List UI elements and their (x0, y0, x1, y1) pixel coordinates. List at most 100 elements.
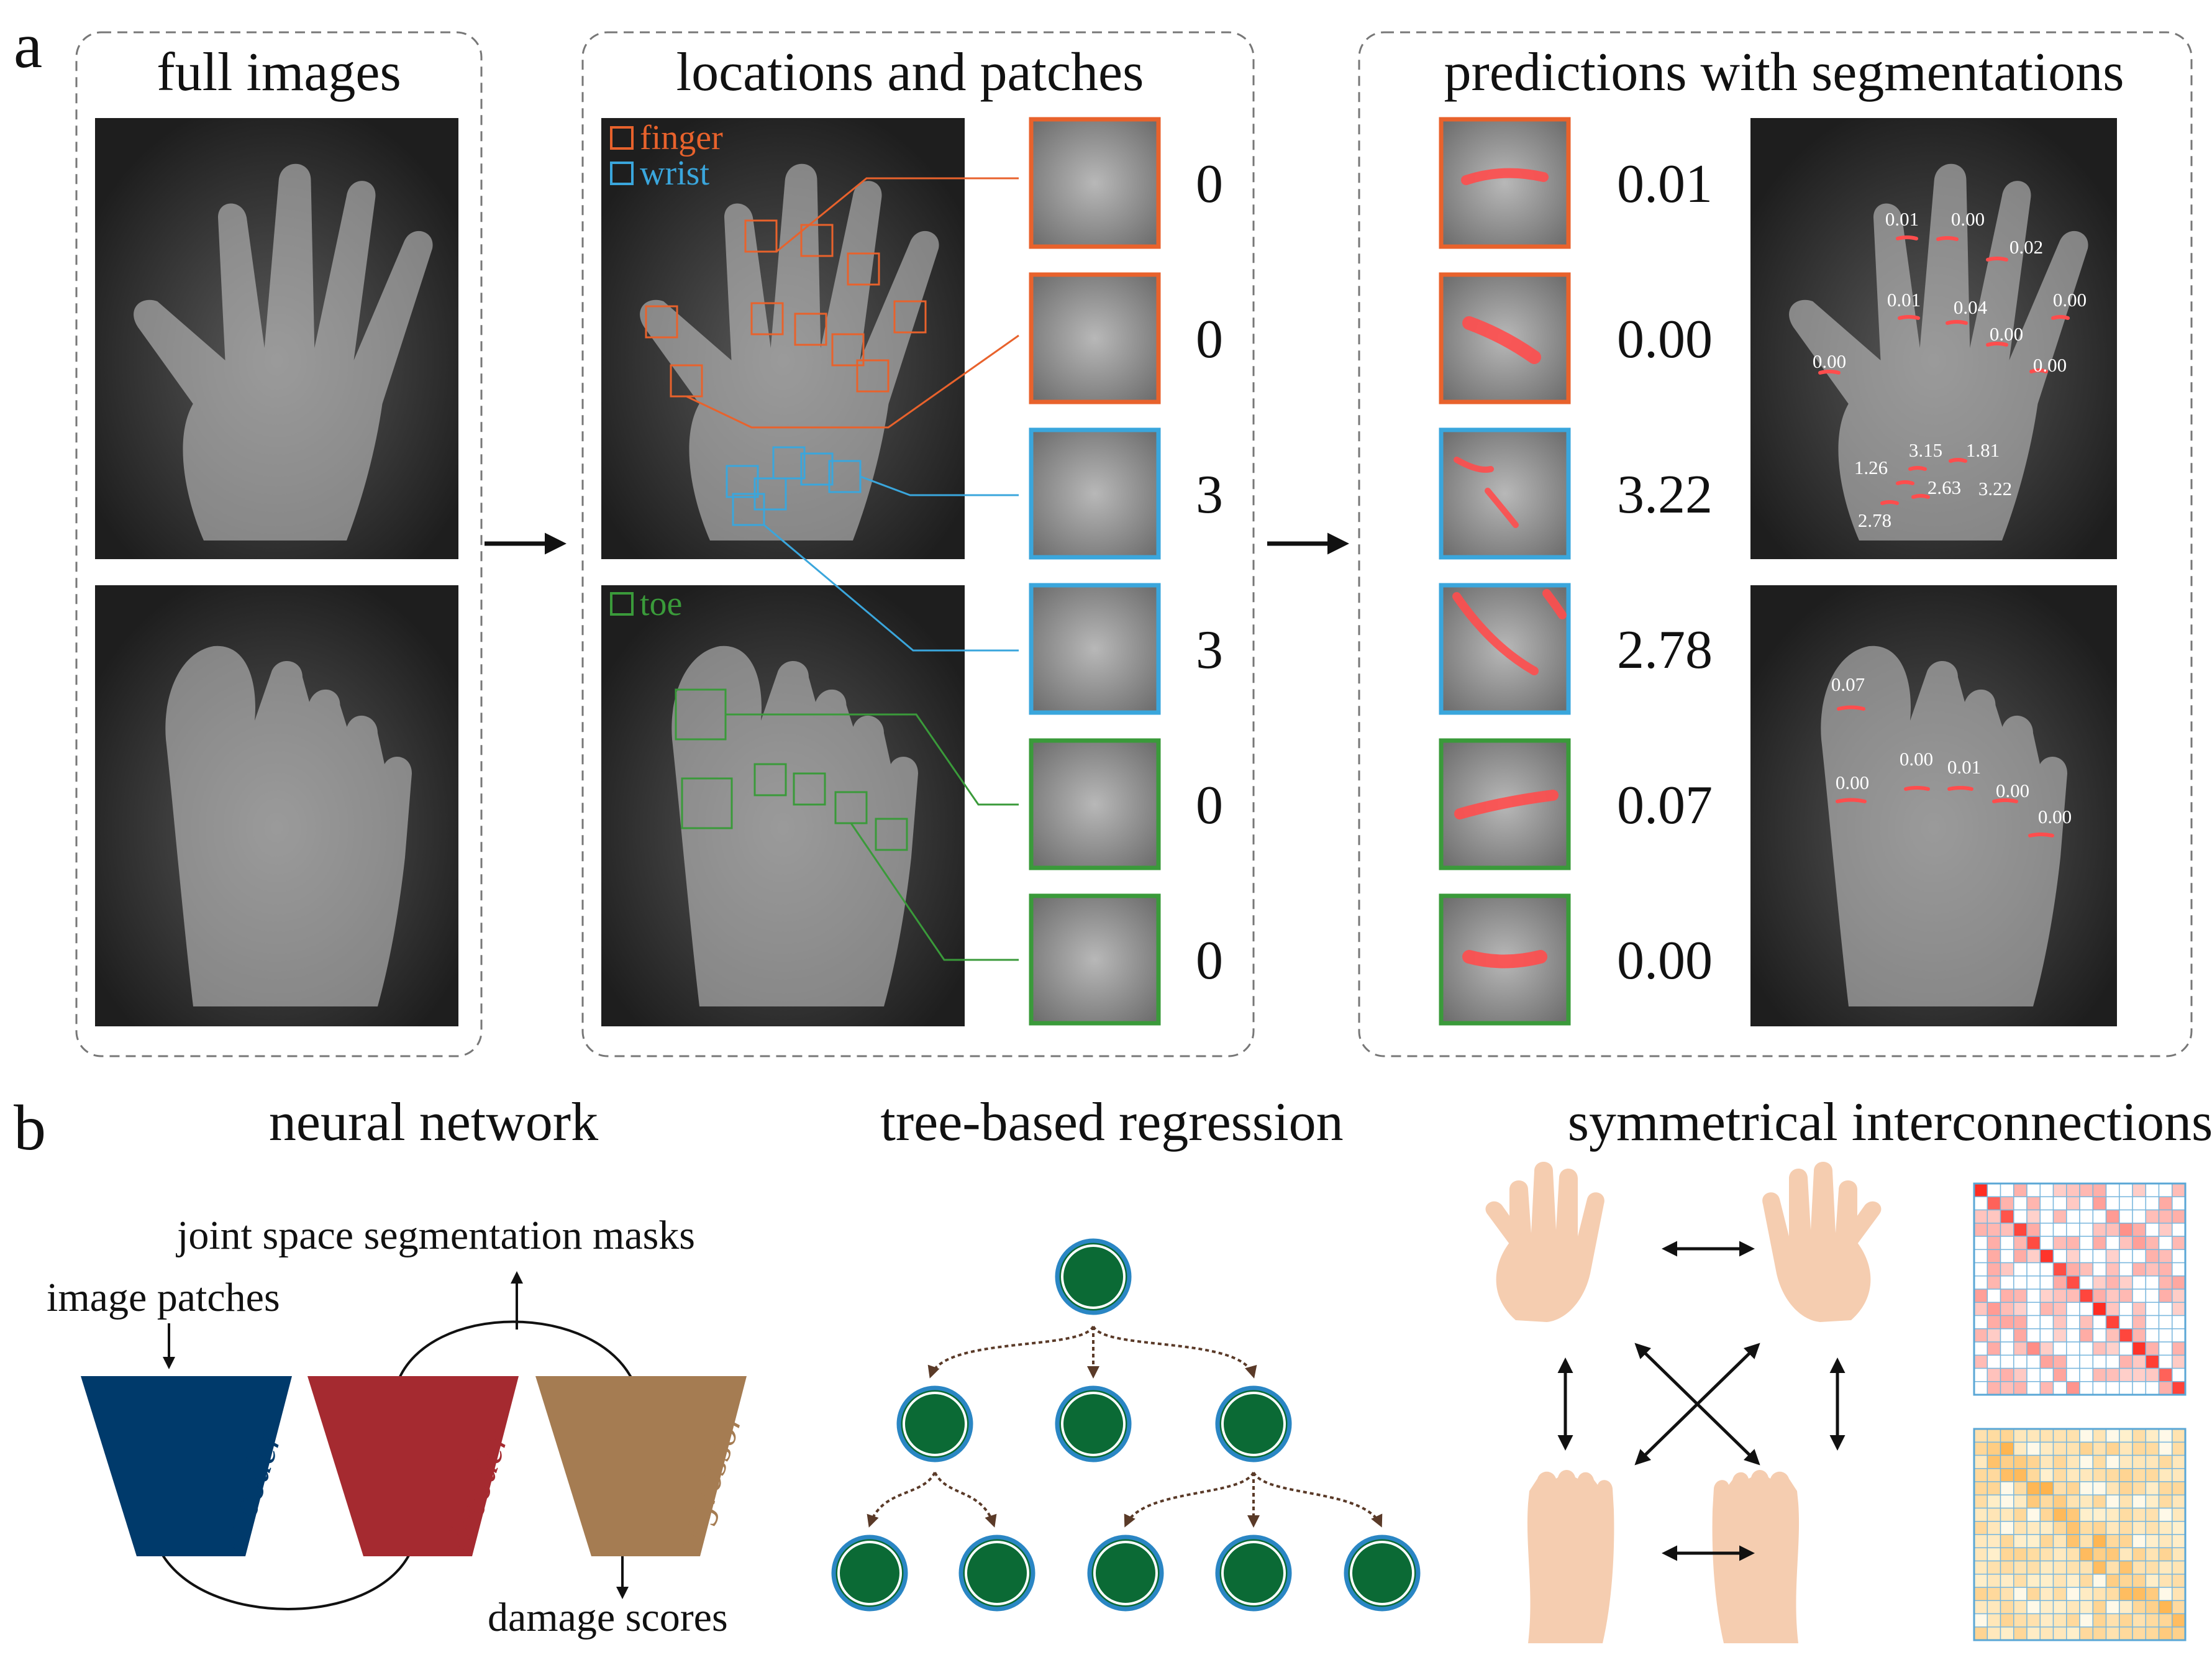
location-score-3: 3 (1196, 465, 1223, 525)
symmetry-arrows (1557, 1241, 1846, 1561)
heatmap-cell (2119, 1428, 2133, 1443)
heatmap-cell (2092, 1328, 2107, 1343)
heatmap-cell (2158, 1626, 2173, 1641)
heatmap-cell (1973, 1341, 1988, 1356)
foot-score-label: 0.00 (1900, 748, 1933, 770)
heatmap-cell (2000, 1328, 2014, 1343)
heatmap-cell (1987, 1236, 2001, 1251)
heatmap-cell (1973, 1600, 1988, 1615)
heatmap-cell (2119, 1613, 2133, 1628)
heatmap-cell (2105, 1600, 2120, 1615)
heatmap-cell (2119, 1494, 2133, 1509)
heatmap-cell (2132, 1587, 2147, 1602)
wrist-connectors (763, 475, 1019, 652)
heatmap-cell (2092, 1600, 2107, 1615)
hand-score-label: 0.02 (2009, 236, 2043, 258)
heatmap-cell (2105, 1534, 2120, 1549)
heatmap-cell (2079, 1574, 2094, 1588)
heatmap-cell (2092, 1547, 2107, 1562)
heatmap-cell (2013, 1468, 2028, 1482)
heatmap-cell (2079, 1262, 2094, 1277)
heatmap-cell (2079, 1481, 2094, 1496)
hand-score-label: 2.78 (1858, 509, 1891, 531)
heatmap-cell (2000, 1534, 2014, 1549)
heatmap-cell (2039, 1209, 2054, 1224)
heatmap-cell (2066, 1249, 2080, 1264)
heatmap-cell (1973, 1381, 1988, 1395)
heatmap-cell (2013, 1328, 2028, 1343)
heatmap-cell (2000, 1626, 2014, 1641)
heatmap-cell (2039, 1328, 2054, 1343)
heatmap-cell (1987, 1328, 2001, 1343)
heatmap-cell (2052, 1454, 2067, 1469)
heatmap-cell (2052, 1289, 2067, 1303)
heatmap-cell (2079, 1534, 2094, 1549)
heatmap-cell (2158, 1534, 2173, 1549)
wrist-legend-label: wrist (640, 154, 709, 193)
heatmap-cell (2052, 1196, 2067, 1211)
heatmap-cell (2092, 1494, 2107, 1509)
interconnection-heatmap-red (1973, 1182, 2187, 1396)
hand-score-label: 0.00 (2033, 354, 2067, 376)
heatmap-cell (1973, 1428, 1988, 1443)
heatmap-cell (2145, 1494, 2160, 1509)
finger-connectors (686, 177, 1019, 429)
location-score-2: 0 (1196, 309, 1223, 370)
heatmap-cell (1987, 1613, 2001, 1628)
heatmap-cell (2066, 1521, 2080, 1535)
heatmap-cell (2172, 1428, 2186, 1443)
heatmap-cell (2066, 1262, 2080, 1277)
heatmap-cell (2013, 1441, 2028, 1456)
heatmap-cell (2145, 1367, 2160, 1382)
heatmap-cell (2052, 1262, 2067, 1277)
heatmap-cell (2105, 1183, 2120, 1198)
heatmap-cell (2000, 1262, 2014, 1277)
heatmap-cell (1973, 1367, 1988, 1382)
heatmap-cell (1987, 1587, 2001, 1602)
heatmap-cell (2066, 1223, 2080, 1237)
heatmap-cell (2105, 1613, 2120, 1628)
heatmap-cell (2145, 1507, 2160, 1522)
heatmap-cell (2013, 1547, 2028, 1562)
heatmap-cell (2105, 1381, 2120, 1395)
prediction-score-4: 2.78 (1617, 620, 1713, 680)
heatmap-cell (1973, 1354, 1988, 1369)
heatmap-cell (2132, 1521, 2147, 1535)
heatmap-cell (2158, 1613, 2173, 1628)
location-foot-xray (601, 585, 965, 1026)
heatmap-cell (2039, 1249, 2054, 1264)
wrist-location-boxes (726, 446, 862, 526)
heatmap-cell (1973, 1275, 1988, 1290)
heatmap-cell (2013, 1587, 2028, 1602)
heatmap-cell (2026, 1494, 2041, 1509)
heatmap-cell (2172, 1454, 2186, 1469)
heatmap-cell (2132, 1574, 2147, 1588)
locations-title: locations and patches (676, 42, 1144, 103)
heatmap-cell (2172, 1507, 2186, 1522)
heatmap-cell (2092, 1587, 2107, 1602)
heatmap-cell (1987, 1560, 2001, 1575)
heatmap-cell (1973, 1289, 1988, 1303)
finger-legend-box (610, 126, 634, 150)
heatmap-cell (2079, 1249, 2094, 1264)
heatmap-cell (2172, 1328, 2186, 1343)
heatmap-cell (2079, 1196, 2094, 1211)
heatmap-cell (2039, 1560, 2054, 1575)
heatmap-cell (2132, 1534, 2147, 1549)
heatmap-cell (2052, 1354, 2067, 1369)
heatmap-cell (2105, 1494, 2120, 1509)
heatmap-cell (2066, 1481, 2080, 1496)
finger-legend-label: finger (640, 119, 723, 157)
heatmap-cell (1987, 1341, 2001, 1356)
heatmap-cell (1973, 1183, 1988, 1198)
heatmap-cell (1973, 1236, 1988, 1251)
heatmap-cell (2119, 1302, 2133, 1316)
heatmap-cell (2132, 1454, 2147, 1469)
heatmap-cell (2079, 1236, 2094, 1251)
heatmap-cell (2132, 1367, 2147, 1382)
heatmap-cell (1973, 1626, 1988, 1641)
heatmap-cell (2105, 1341, 2120, 1356)
heatmap-cell (2066, 1315, 2080, 1330)
predictions-title: predictions with segmentations (1444, 42, 2124, 103)
heatmap-cell (2145, 1428, 2160, 1443)
